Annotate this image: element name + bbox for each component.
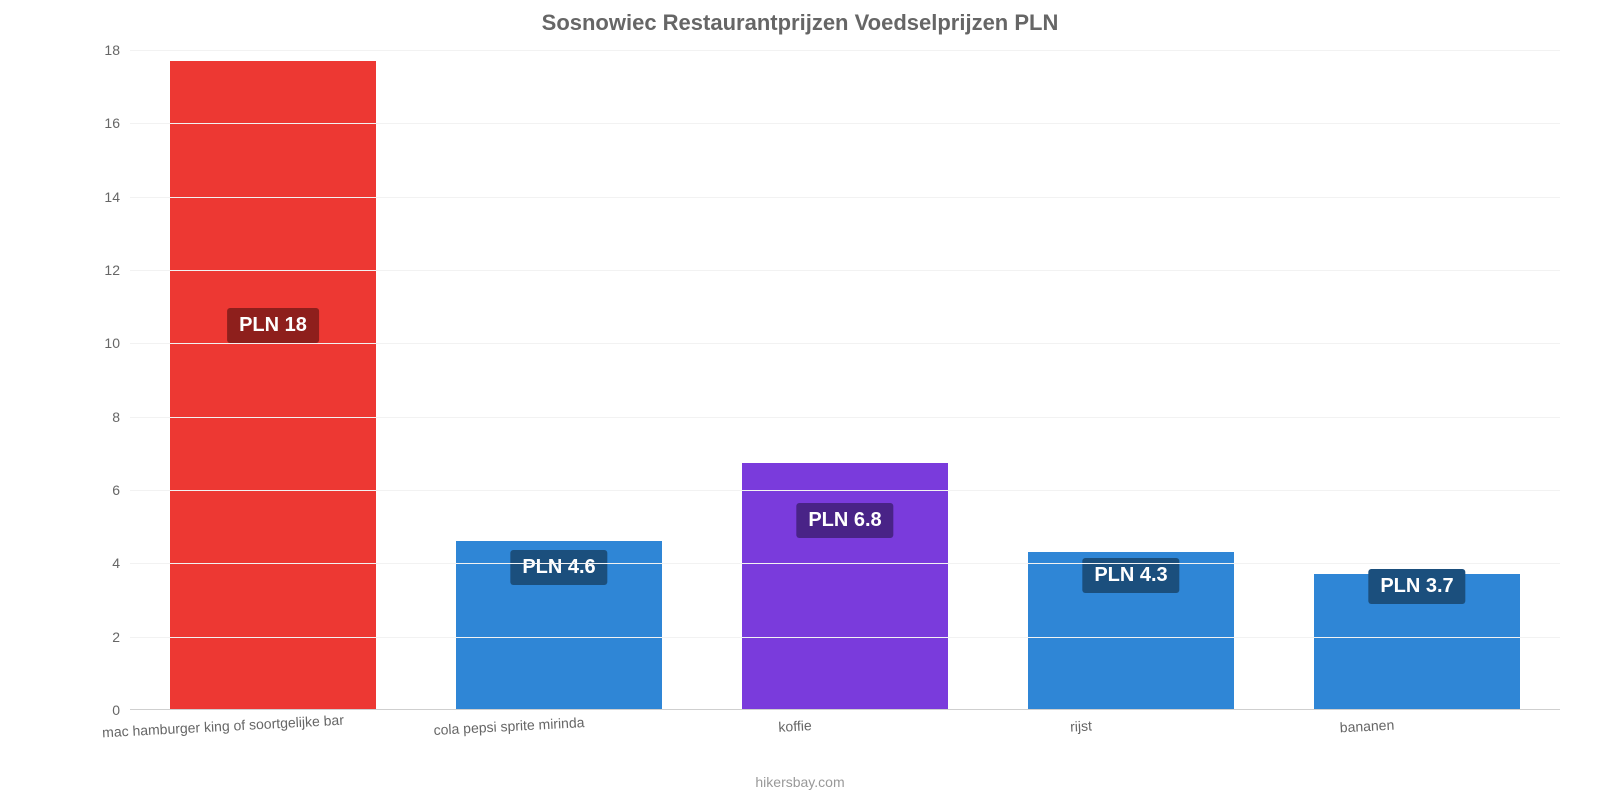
gridline xyxy=(130,417,1560,418)
x-tick-label: bananen xyxy=(1339,717,1394,736)
y-tick-label: 18 xyxy=(70,42,120,58)
y-tick-label: 8 xyxy=(70,409,120,425)
y-tick-label: 16 xyxy=(70,115,120,131)
y-tick-label: 2 xyxy=(70,629,120,645)
x-tick-label: cola pepsi sprite mirinda xyxy=(433,714,585,738)
y-tick-label: 0 xyxy=(70,702,120,718)
price-bar-chart: Sosnowiec Restaurantprijzen Voedselprijz… xyxy=(0,0,1600,800)
x-tick-label: mac hamburger king of soortgelijke bar xyxy=(102,712,345,741)
gridline xyxy=(130,270,1560,271)
chart-title: Sosnowiec Restaurantprijzen Voedselprijz… xyxy=(0,10,1600,36)
bar-data-label: PLN 6.8 xyxy=(796,503,893,538)
bar-data-label: PLN 4.6 xyxy=(510,550,607,585)
x-tick-label: koffie xyxy=(778,717,812,735)
bars-layer: PLN 18PLN 4.6PLN 6.8PLN 4.3PLN 3.7 xyxy=(130,50,1560,710)
y-tick-label: 6 xyxy=(70,482,120,498)
gridline xyxy=(130,343,1560,344)
x-tick-label: rijst xyxy=(1070,717,1093,734)
y-tick-label: 10 xyxy=(70,335,120,351)
gridline xyxy=(130,123,1560,124)
y-tick-label: 12 xyxy=(70,262,120,278)
bar-data-label: PLN 18 xyxy=(227,308,319,343)
y-tick-label: 14 xyxy=(70,189,120,205)
attribution-text: hikersbay.com xyxy=(0,774,1600,790)
gridline xyxy=(130,490,1560,491)
plot-area: PLN 18PLN 4.6PLN 6.8PLN 4.3PLN 3.7 02468… xyxy=(130,50,1560,710)
bar xyxy=(170,61,376,710)
gridline xyxy=(130,563,1560,564)
y-tick-label: 4 xyxy=(70,555,120,571)
bar xyxy=(742,463,948,711)
x-axis-baseline xyxy=(130,709,1560,710)
gridline xyxy=(130,197,1560,198)
gridline xyxy=(130,50,1560,51)
bar-data-label: PLN 3.7 xyxy=(1368,569,1465,604)
gridline xyxy=(130,637,1560,638)
